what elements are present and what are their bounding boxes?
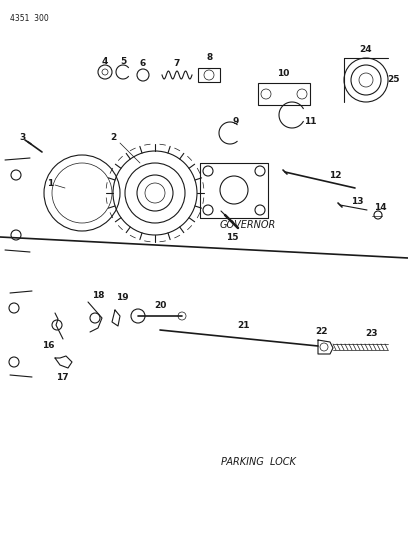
Text: 4: 4 bbox=[102, 56, 108, 66]
Text: PARKING  LOCK: PARKING LOCK bbox=[221, 457, 295, 467]
Text: 18: 18 bbox=[92, 290, 104, 300]
Text: 13: 13 bbox=[351, 197, 363, 206]
Text: 17: 17 bbox=[55, 374, 68, 383]
Text: 9: 9 bbox=[233, 117, 239, 125]
Text: 24: 24 bbox=[360, 45, 373, 54]
Text: 21: 21 bbox=[237, 320, 249, 329]
Text: 23: 23 bbox=[366, 328, 378, 337]
Text: 12: 12 bbox=[329, 171, 341, 180]
Bar bbox=[258, 83, 310, 105]
Text: GOVERNOR: GOVERNOR bbox=[220, 220, 276, 230]
Text: 14: 14 bbox=[374, 203, 386, 212]
Text: 1: 1 bbox=[47, 179, 53, 188]
Text: 6: 6 bbox=[140, 59, 146, 68]
Text: 16: 16 bbox=[42, 341, 54, 350]
Text: 10: 10 bbox=[277, 69, 289, 77]
Text: 20: 20 bbox=[154, 301, 166, 310]
Bar bbox=[198, 68, 220, 82]
Text: 11: 11 bbox=[304, 117, 316, 125]
Text: 15: 15 bbox=[226, 233, 238, 243]
Text: 19: 19 bbox=[116, 294, 128, 303]
Text: 7: 7 bbox=[174, 59, 180, 68]
Text: 22: 22 bbox=[316, 327, 328, 335]
Text: 4351  300: 4351 300 bbox=[10, 14, 49, 23]
Text: 8: 8 bbox=[207, 52, 213, 61]
Text: 2: 2 bbox=[110, 133, 116, 142]
Text: 25: 25 bbox=[387, 76, 399, 85]
Text: 5: 5 bbox=[120, 56, 126, 66]
Text: 3: 3 bbox=[19, 133, 25, 141]
